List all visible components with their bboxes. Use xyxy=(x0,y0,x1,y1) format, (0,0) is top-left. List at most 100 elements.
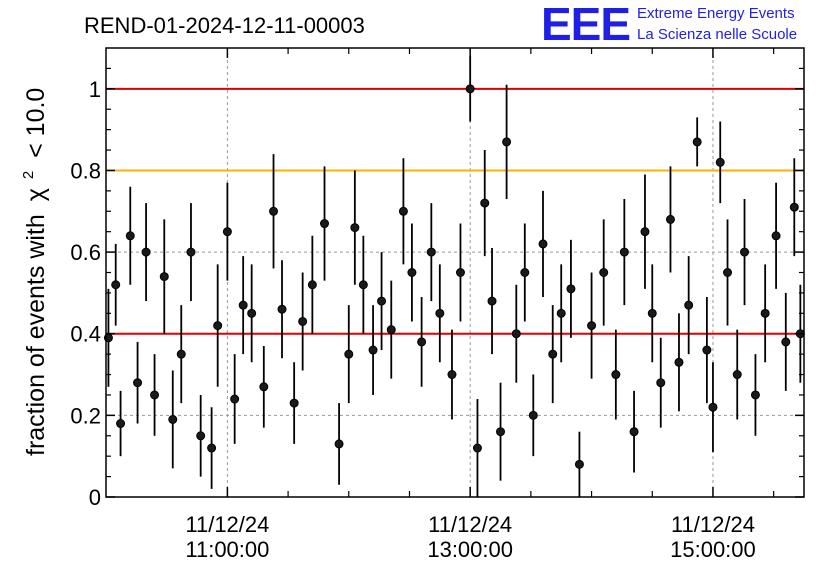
x-tick-date: 11/12/24 xyxy=(185,512,269,537)
data-point xyxy=(176,349,186,359)
data-point xyxy=(116,419,126,429)
data-point xyxy=(674,357,684,367)
data-point xyxy=(750,390,760,400)
data-point xyxy=(368,345,378,355)
y-axis-label-chi: χ xyxy=(22,188,50,201)
axis-ticks xyxy=(106,48,804,498)
data-point xyxy=(587,321,597,331)
data-point xyxy=(556,308,566,318)
y-tick-label: 0 xyxy=(89,485,101,510)
data-point xyxy=(702,345,712,355)
y-tick-label: 0.2 xyxy=(70,403,101,428)
data-point xyxy=(771,231,781,241)
x-tick-labels: 11/12/2411:00:0011/12/2413:00:0011/12/24… xyxy=(185,512,755,562)
data-point xyxy=(528,410,538,420)
logo-line-1: Extreme Energy Events xyxy=(637,5,795,22)
data-point xyxy=(269,206,279,216)
data-point xyxy=(289,398,299,408)
data-point xyxy=(141,247,151,257)
y-axis-label-main: fraction of events with xyxy=(22,214,50,456)
grid-lines xyxy=(106,48,804,497)
data-point xyxy=(656,378,666,388)
data-point xyxy=(465,84,475,94)
data-point xyxy=(640,227,650,237)
run-title: REND-01-2024-12-11-00003 xyxy=(84,13,365,38)
x-tick-date: 11/12/24 xyxy=(428,512,512,537)
data-point xyxy=(298,316,308,326)
data-point xyxy=(692,137,702,147)
y-tick-labels: 0 0.2 0.4 0.6 0.8 1 xyxy=(70,77,101,510)
data-point xyxy=(447,370,457,380)
data-point xyxy=(207,443,217,453)
data-point xyxy=(740,247,750,257)
data-point xyxy=(455,268,465,277)
data-point xyxy=(407,268,417,277)
y-axis-label-cut: < 10.0 xyxy=(22,88,50,158)
data-point xyxy=(386,325,396,335)
data-point xyxy=(723,268,733,277)
data-point xyxy=(247,308,257,318)
x-tick-time: 15:00:00 xyxy=(670,537,756,562)
data-point xyxy=(230,394,240,404)
data-point xyxy=(487,296,497,306)
data-point xyxy=(320,219,330,229)
data-point xyxy=(111,280,121,290)
data-point xyxy=(708,402,718,412)
data-point xyxy=(426,247,436,257)
data-point xyxy=(159,272,169,282)
data-point xyxy=(781,337,791,347)
data-point xyxy=(472,443,482,453)
data-point xyxy=(358,280,368,290)
data-point xyxy=(377,296,387,306)
data-point xyxy=(277,304,287,314)
data-point xyxy=(334,439,344,449)
y-axis-label: fraction of events with χ 2 < 10.0 xyxy=(11,88,50,456)
data-point xyxy=(196,431,206,441)
data-point xyxy=(238,300,248,310)
data-point xyxy=(213,321,223,331)
x-tick-date: 11/12/24 xyxy=(671,512,755,537)
data-point xyxy=(566,284,576,294)
data-point xyxy=(435,308,445,318)
x-tick-time: 13:00:00 xyxy=(427,537,513,562)
data-point xyxy=(619,247,629,257)
data-point xyxy=(647,308,657,318)
y-tick-label: 0.4 xyxy=(70,322,101,347)
data-point xyxy=(222,227,232,237)
data-point xyxy=(574,459,584,469)
data-point xyxy=(150,390,160,400)
data-point xyxy=(259,382,269,392)
data-point xyxy=(496,427,506,437)
data-point xyxy=(502,137,512,147)
data-point xyxy=(417,337,427,347)
plot-frame xyxy=(105,47,805,498)
y-tick-label: 1 xyxy=(89,77,101,102)
data-point xyxy=(133,378,143,388)
data-point xyxy=(168,414,178,424)
data-point xyxy=(732,370,742,380)
data-point xyxy=(186,247,196,257)
y-tick-label: 0.8 xyxy=(70,158,101,183)
logo-line-2: La Scienza nelle Scuole xyxy=(637,26,797,43)
data-point xyxy=(789,202,799,212)
data-point xyxy=(599,268,609,277)
logo-mark: EEE xyxy=(541,0,630,50)
data-series xyxy=(103,56,805,497)
data-point xyxy=(480,198,490,208)
data-point xyxy=(398,206,408,216)
data-point xyxy=(760,308,770,318)
x-tick-time: 11:00:00 xyxy=(185,537,269,562)
data-point xyxy=(350,223,360,233)
reference-lines xyxy=(106,87,804,335)
y-tick-label: 0.6 xyxy=(70,240,101,265)
data-point xyxy=(307,280,317,290)
data-point xyxy=(511,329,521,339)
data-point xyxy=(611,370,621,380)
data-point xyxy=(715,157,725,167)
data-point xyxy=(344,349,354,359)
data-point xyxy=(538,239,548,249)
data-point xyxy=(125,231,135,241)
data-point xyxy=(520,268,530,277)
data-point xyxy=(629,427,639,437)
